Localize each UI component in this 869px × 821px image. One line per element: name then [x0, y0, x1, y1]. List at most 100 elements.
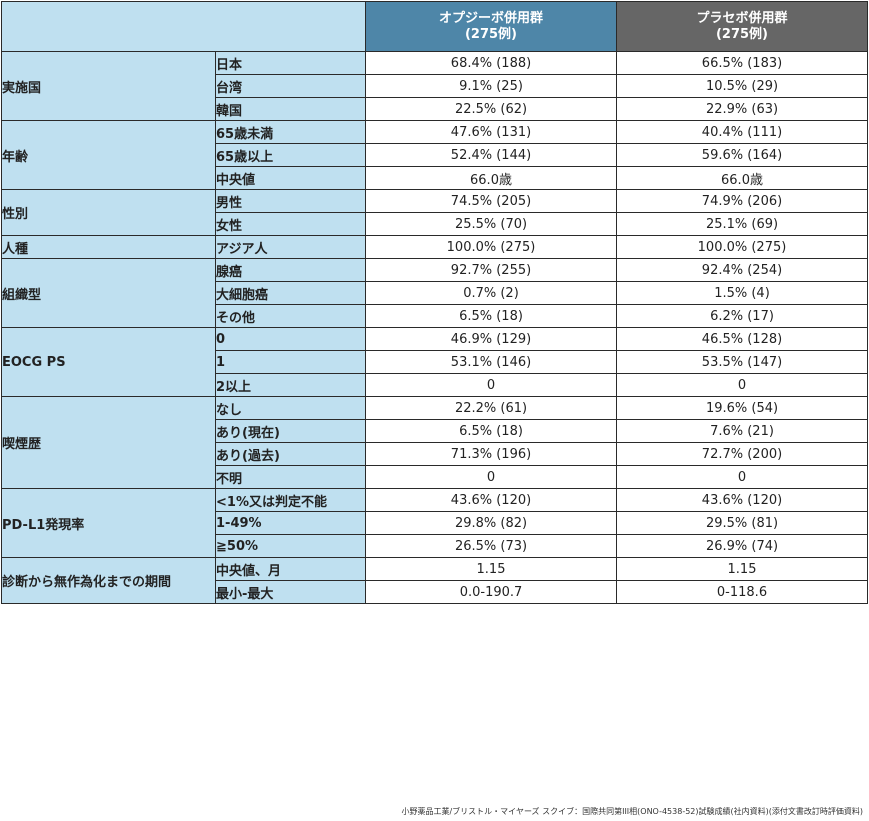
table-row: 組織型 腺癌 92.7% (255) 92.4% (254): [1, 258, 868, 328]
opdivo-value-cell: 47.6% (131): [365, 120, 617, 144]
table-row: 実施国 日本 68.4% (188) 66.5% (183): [1, 51, 868, 121]
row-sub-label: 中央値、月: [215, 557, 366, 581]
placebo-value-cell: 46.5% (128): [616, 327, 868, 351]
column-header-placebo-title: プラセボ併用群: [696, 10, 788, 26]
row-sub-label: 最小-最大: [215, 580, 366, 604]
placebo-value-cell: 0: [616, 465, 868, 489]
row-sub-label: なし: [215, 396, 366, 420]
opdivo-value-cell: 0.0-190.7: [365, 580, 617, 604]
opdivo-value-cell: 22.5% (62): [365, 97, 617, 121]
row-sub-label: 中央値: [215, 166, 366, 190]
row-sub-label: 1: [215, 350, 366, 374]
table-row: 診断から無作為化までの期間 中央値、月 1.15 1.15: [1, 557, 868, 604]
placebo-value-cell: 0: [616, 373, 868, 397]
row-sub-label: アジア人: [215, 235, 366, 259]
table-row: 大細胞癌 0.7% (2) 1.5% (4): [2, 281, 868, 305]
placebo-value-cell: 43.6% (120): [616, 488, 868, 512]
opdivo-value-cell: 25.5% (70): [365, 212, 617, 236]
row-sub-label: 1-49%: [215, 511, 366, 535]
row-sub-label: 韓国: [215, 97, 366, 121]
baseline-characteristics-table: オプジーボ併用群 (275例) プラセボ併用群 (275例) 実施国 日本 68.4…: [1, 1, 868, 604]
placebo-value-cell: 66.0歳: [616, 166, 868, 190]
table-row: 女性 25.5% (70) 25.1% (69): [2, 212, 868, 236]
placebo-value-cell: 19.6% (54): [616, 396, 868, 420]
table-row: あり(過去) 71.3% (196) 72.7% (200): [2, 442, 868, 466]
placebo-value-cell: 72.7% (200): [616, 442, 868, 466]
row-sub-label: 0: [215, 327, 366, 351]
table-row: PD-L1発現率 <1%又は判定不能 43.6% (120) 43.6% (120): [1, 488, 868, 558]
row-sub-label: 不明: [215, 465, 366, 489]
placebo-value-cell: 29.5% (81): [616, 511, 868, 535]
placebo-value-cell: 7.6% (21): [616, 419, 868, 443]
source-footnote: 小野薬品工業/ブリストル・マイヤーズ スクイブ：国際共同第III相(ONO-45…: [401, 807, 863, 816]
opdivo-value-cell: 9.1% (25): [365, 74, 617, 98]
opdivo-value-cell: 92.7% (255): [365, 258, 617, 282]
opdivo-value-cell: 26.5% (73): [365, 534, 617, 558]
row-sub-label: 大細胞癌: [215, 281, 366, 305]
placebo-value-cell: 26.9% (74): [616, 534, 868, 558]
row-group-label: 実施国: [1, 51, 216, 121]
column-header-opdivo-title: オプジーボ併用群: [438, 10, 543, 26]
placebo-value-cell: 74.9% (206): [616, 189, 868, 213]
opdivo-value-cell: 53.1% (146): [365, 350, 617, 374]
row-group-label: 人種: [1, 235, 216, 259]
row-sub-label: 65歳以上: [215, 143, 366, 167]
row-sub-label: 腺癌: [215, 258, 366, 282]
opdivo-value-cell: 68.4% (188): [365, 51, 617, 75]
table-row: 65歳以上 52.4% (144) 59.6% (164): [2, 143, 868, 167]
placebo-value-cell: 100.0% (275): [616, 235, 868, 259]
opdivo-value-cell: 100.0% (275): [365, 235, 617, 259]
opdivo-value-cell: 1.15: [365, 557, 617, 581]
placebo-value-cell: 25.1% (69): [616, 212, 868, 236]
table-row: 喫煙歴 なし 22.2% (61) 19.6% (54): [1, 396, 868, 489]
row-group-label: 喫煙歴: [1, 396, 216, 489]
row-sub-label: その他: [215, 304, 366, 328]
row-sub-label: 日本: [215, 51, 366, 75]
opdivo-value-cell: 0: [365, 373, 617, 397]
row-group-label: 診断から無作為化までの期間: [1, 557, 216, 604]
row-group-label: PD-L1発現率: [1, 488, 216, 558]
opdivo-value-cell: 0: [365, 465, 617, 489]
placebo-value-cell: 10.5% (29): [616, 74, 868, 98]
table-row: EOCG PS 0 46.9% (129) 46.5% (128): [1, 327, 868, 397]
row-sub-label: ≧50%: [215, 534, 366, 558]
column-header-opdivo-count: (275例): [464, 26, 518, 42]
placebo-value-cell: 53.5% (147): [616, 350, 868, 374]
row-sub-label: 男性: [215, 189, 366, 213]
row-group-label: 組織型: [1, 258, 216, 328]
table-row: 年齢 65歳未満 47.6% (131) 40.4% (111): [1, 120, 868, 190]
row-sub-label: 女性: [215, 212, 366, 236]
opdivo-value-cell: 43.6% (120): [365, 488, 617, 512]
row-sub-label: あり(過去): [215, 442, 366, 466]
opdivo-value-cell: 66.0歳: [365, 166, 617, 190]
placebo-value-cell: 1.15: [616, 557, 868, 581]
row-sub-label: 65歳未満: [215, 120, 366, 144]
placebo-value-cell: 1.5% (4): [616, 281, 868, 305]
row-sub-label: <1%又は判定不能: [215, 488, 366, 512]
opdivo-value-cell: 22.2% (61): [365, 396, 617, 420]
row-group-label: 性別: [1, 189, 216, 236]
opdivo-value-cell: 52.4% (144): [365, 143, 617, 167]
placebo-value-cell: 59.6% (164): [616, 143, 868, 167]
placebo-value-cell: 22.9% (63): [616, 97, 868, 121]
placebo-value-cell: 40.4% (111): [616, 120, 868, 144]
column-header-opdivo: オプジーボ併用群 (275例): [365, 1, 617, 52]
opdivo-value-cell: 46.9% (129): [365, 327, 617, 351]
row-group-label: 年齢: [1, 120, 216, 190]
opdivo-value-cell: 6.5% (18): [365, 304, 617, 328]
opdivo-value-cell: 71.3% (196): [365, 442, 617, 466]
column-header-placebo: プラセボ併用群 (275例): [616, 1, 868, 52]
table-body: 実施国 日本 68.4% (188) 66.5% (183) 台湾 9.1% (25) 10…: [1, 51, 868, 604]
placebo-value-cell: 66.5% (183): [616, 51, 868, 75]
row-group-label: EOCG PS: [1, 327, 216, 397]
table-row: その他 6.5% (18) 6.2% (17): [2, 304, 868, 328]
row-sub-label: 2以上: [215, 373, 366, 397]
table-row: 中央値 66.0歳 66.0歳: [2, 166, 868, 190]
table-row: 人種 アジア人 100.0% (275) 100.0% (275): [1, 235, 868, 259]
table-row: 不明 0 0: [2, 465, 868, 489]
placebo-value-cell: 6.2% (17): [616, 304, 868, 328]
opdivo-value-cell: 0.7% (2): [365, 281, 617, 305]
placebo-value-cell: 0-118.6: [616, 580, 868, 604]
table-row: 1-49% 29.8% (82) 29.5% (81): [2, 511, 868, 535]
opdivo-value-cell: 29.8% (82): [365, 511, 617, 535]
